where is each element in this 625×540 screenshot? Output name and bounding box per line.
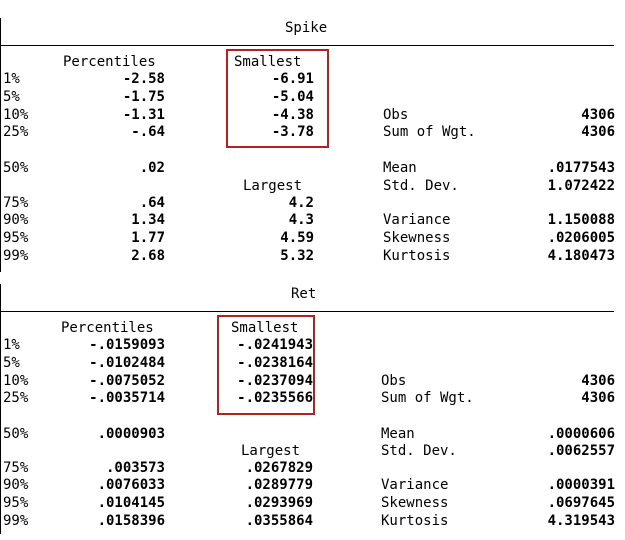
largest-value: .0267829 (245, 460, 313, 476)
largest-value: 4.59 (280, 230, 314, 246)
stat-value: .0062557 (547, 443, 615, 459)
percentile-value: 1.34 (131, 212, 165, 228)
largest-value: 5.32 (280, 248, 314, 264)
percentile-value: .0158396 (97, 513, 165, 529)
stat-value: 4306 (581, 373, 615, 389)
stat-value: 4306 (581, 124, 615, 140)
smallest-highlight-box (226, 49, 329, 148)
stat-label: Kurtosis (381, 513, 449, 529)
stat-value: .0000606 (547, 426, 615, 442)
percentile-value: .0104145 (97, 495, 165, 511)
percentile-value: .0076033 (97, 477, 165, 493)
pct-label: 90% (3, 477, 29, 493)
stat-label: Sum of Wgt. (383, 124, 476, 140)
largest-value: .0293969 (245, 495, 313, 511)
pct-label: 25% (3, 124, 29, 140)
stat-value: .0206005 (547, 230, 615, 246)
panel-title: Spike (285, 20, 328, 36)
pct-label: 10% (3, 373, 29, 389)
percentile-value: 2.68 (131, 248, 165, 264)
title-rule (0, 45, 614, 46)
percentile-value: .02 (139, 160, 165, 176)
smallest-value: -.0235566 (237, 390, 313, 406)
largest-value: .0289779 (245, 477, 313, 493)
title-rule (0, 311, 614, 312)
percentile-value: .64 (139, 195, 165, 211)
percentile-value: -.0102484 (89, 355, 165, 371)
largest-header: Largest (243, 178, 303, 194)
percentile-value: -.0035714 (89, 390, 165, 406)
pct-label: 95% (3, 230, 29, 246)
stat-label: Mean (381, 426, 415, 442)
pct-label: 90% (3, 212, 29, 228)
left-border (0, 18, 1, 272)
pct-label: 99% (3, 513, 29, 529)
smallest-value: -3.78 (271, 124, 314, 140)
pct-label: 5% (3, 89, 20, 105)
stat-value: 4.180473 (547, 248, 615, 264)
percentile-value: .003573 (105, 460, 165, 476)
percentile-value: -.64 (131, 124, 165, 140)
stat-value: 1.150088 (547, 212, 615, 228)
percentile-value: -1.31 (122, 107, 165, 123)
stat-value: 4306 (581, 107, 615, 123)
largest-value: 4.2 (288, 195, 314, 211)
smallest-value: -.0237094 (237, 373, 313, 389)
smallest-highlight-box (217, 315, 315, 415)
stat-label: Mean (383, 160, 417, 176)
smallest-value: -5.04 (271, 89, 314, 105)
pct-label: 50% (3, 160, 29, 176)
stat-label: Std. Dev. (383, 178, 459, 194)
pct-label: 75% (3, 460, 29, 476)
stat-value: 1.072422 (547, 178, 615, 194)
largest-header: Largest (241, 443, 301, 459)
smallest-value: -.0238164 (237, 355, 313, 371)
pct-label: 95% (3, 495, 29, 511)
percentile-value: -.0159093 (89, 337, 165, 353)
left-border (0, 284, 1, 534)
percentile-value: -.0075052 (89, 373, 165, 389)
largest-value: 4.3 (288, 212, 314, 228)
stat-label: Std. Dev. (381, 443, 457, 459)
pct-label: 5% (3, 355, 20, 371)
pct-label: 25% (3, 390, 29, 406)
panel-title: Ret (291, 286, 317, 302)
stat-value: .0697645 (547, 495, 615, 511)
percentiles-header: Percentiles (61, 320, 154, 336)
summary-panel-spike: Spike Percentiles Smallest 1% -2.58 -6.9… (0, 18, 615, 272)
stat-value: .0000391 (547, 477, 615, 493)
smallest-value: -6.91 (271, 71, 314, 87)
stat-label: Skewness (383, 230, 451, 246)
percentile-value: .0000903 (97, 426, 165, 442)
percentile-value: -2.58 (122, 71, 165, 87)
stat-value: .0177543 (547, 160, 615, 176)
stat-label: Sum of Wgt. (381, 390, 474, 406)
pct-label: 10% (3, 107, 29, 123)
smallest-value: -.0241943 (237, 337, 313, 353)
percentile-value: 1.77 (131, 230, 165, 246)
stat-label: Obs (383, 107, 409, 123)
stat-label: Kurtosis (383, 248, 451, 264)
stat-label: Variance (383, 212, 451, 228)
smallest-value: -4.38 (271, 107, 314, 123)
smallest-header: Smallest (234, 54, 302, 70)
pct-label: 75% (3, 195, 29, 211)
stat-label: Skewness (381, 495, 449, 511)
stat-label: Variance (381, 477, 449, 493)
pct-label: 50% (3, 426, 29, 442)
stat-value: 4.319543 (547, 513, 615, 529)
percentile-value: -1.75 (122, 89, 165, 105)
summary-panel-ret: Ret Percentiles Smallest 1% -.0159093 -.… (0, 278, 625, 540)
percentiles-header: Percentiles (63, 54, 156, 70)
largest-value: .0355864 (245, 513, 313, 529)
pct-label: 1% (3, 337, 20, 353)
smallest-header: Smallest (231, 320, 299, 336)
pct-label: 1% (3, 71, 20, 87)
stat-label: Obs (381, 373, 407, 389)
pct-label: 99% (3, 248, 29, 264)
stat-value: 4306 (581, 390, 615, 406)
